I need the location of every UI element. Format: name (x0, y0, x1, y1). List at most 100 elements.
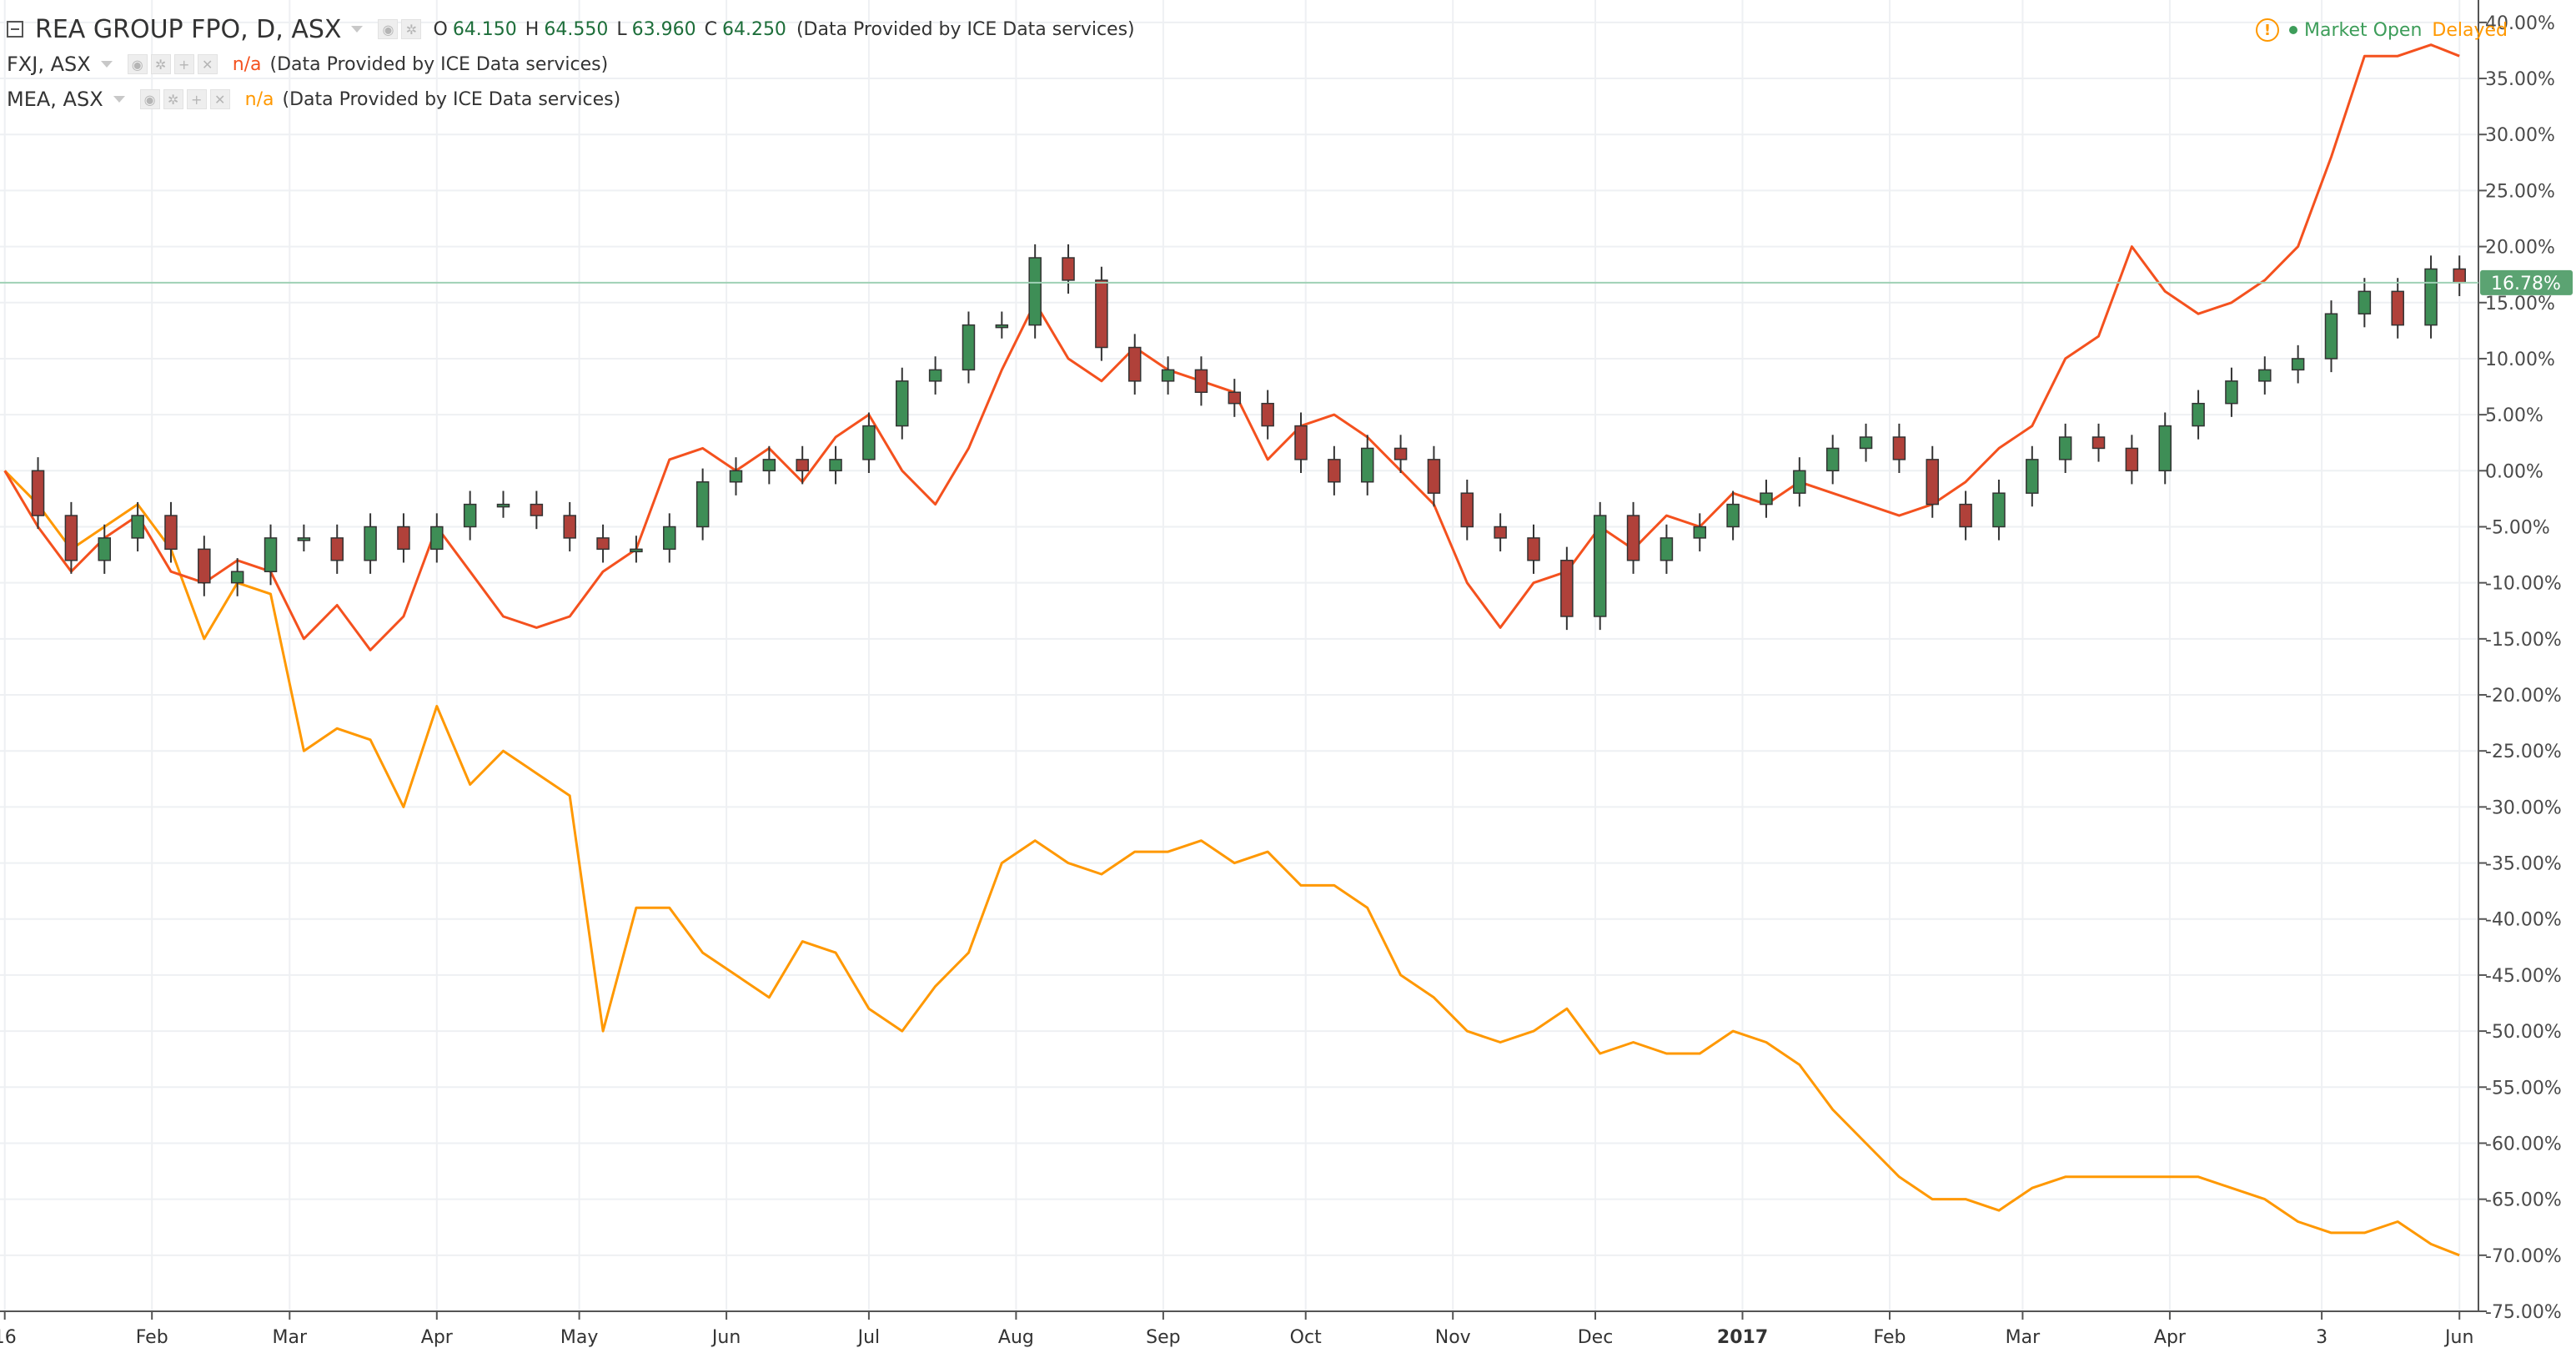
y-tick-label: -50.00% (2485, 1022, 2562, 1043)
settings-icon[interactable]: ✲ (150, 54, 171, 74)
candle-body (297, 537, 311, 541)
last-value-marker: 16.78% (0, 269, 2573, 295)
eye-icon[interactable]: ◉ (378, 19, 399, 39)
candle-body (2192, 402, 2205, 427)
candle-body (2225, 380, 2238, 405)
compare-symbol-title[interactable]: MEA, ASX (7, 88, 103, 111)
y-tick-label: -20.00% (2485, 686, 2562, 707)
candle-body (663, 526, 676, 551)
y-tick-label: 30.00% (2485, 125, 2555, 146)
candle-body (463, 503, 477, 528)
x-tick-label: Aug (998, 1327, 1034, 1348)
ohlc-open-key: O (433, 18, 448, 40)
candle-body (1127, 346, 1142, 382)
candle-body (364, 526, 377, 561)
y-tick-label: 0.00% (2485, 461, 2543, 482)
candle-body (198, 548, 211, 584)
candle-body (796, 459, 809, 472)
y-tick-label: -65.00% (2485, 1190, 2562, 1211)
candle-body (962, 324, 976, 371)
candle-body (330, 537, 344, 561)
y-axis-labels: 40.00% 35.00% 30.00% 25.00% 20.00% 15.00% 10.0… (2485, 13, 2562, 1323)
candle-body (1028, 257, 1042, 326)
grid-lines (0, 0, 2478, 1312)
close-icon[interactable]: ✕ (209, 89, 230, 109)
candle-body (2324, 313, 2338, 360)
candle-body (430, 526, 444, 551)
x-tick-label: Feb (136, 1327, 168, 1348)
axes (0, 0, 2487, 1320)
compare-dropdown-icon[interactable] (113, 96, 125, 103)
compare-symbol-title[interactable]: FXJ, ASX (7, 53, 91, 76)
last-value-badge (2480, 269, 2573, 295)
plus-icon[interactable]: + (173, 54, 194, 74)
candle-body (762, 459, 776, 472)
candle-body (1328, 459, 1341, 483)
candle-body (98, 537, 112, 561)
candle-body (2091, 436, 2106, 450)
candle-body (1793, 470, 1806, 494)
compare-dropdown-icon[interactable] (100, 61, 113, 68)
y-tick-label: -5.00% (2485, 517, 2550, 538)
candle-body (995, 324, 1009, 329)
candle-body (2258, 369, 2272, 382)
x-tick-label: Sep (1146, 1327, 1180, 1348)
x-axis-labels: 16 Feb Mar Apr May Jun Jul Aug Sep Oct Nov Dec 2017 F… (0, 1327, 2473, 1348)
x-tick-label: Jun (711, 1327, 741, 1348)
y-tick-label: -75.00% (2485, 1302, 2562, 1323)
delayed-label[interactable]: Delayed (2432, 19, 2508, 41)
y-tick-label: 35.00% (2485, 69, 2555, 90)
y-tick-label: -70.00% (2485, 1246, 2562, 1267)
settings-icon[interactable]: ✲ (163, 89, 183, 109)
candle-body (1926, 459, 1939, 506)
candle-body (829, 459, 842, 472)
close-icon[interactable]: ✕ (197, 54, 218, 74)
candle-body (2453, 268, 2466, 284)
x-tick-label: Jul (856, 1327, 881, 1348)
candle-body (2058, 436, 2072, 460)
candle-body (1892, 436, 1906, 460)
last-value-label: 16.78% (2491, 274, 2561, 294)
y-tick-label: 20.00% (2485, 238, 2555, 259)
y-tick-label: -30.00% (2485, 797, 2562, 818)
settings-icon[interactable]: ✲ (401, 19, 422, 39)
eye-icon[interactable]: ◉ (127, 54, 148, 74)
candle-body (2125, 447, 2139, 472)
candle-body (1294, 425, 1308, 460)
symbol-title[interactable]: REA GROUP FPO, D, ASX (35, 14, 342, 44)
candle-body (1959, 503, 1972, 528)
market-open-label: Market Open (2304, 19, 2423, 41)
x-tick-label: Jun (2443, 1327, 2473, 1348)
ohlc-high-value: 64.550 (544, 18, 609, 40)
ohlc-close-key: C (704, 18, 717, 40)
data-provider-label: (Data Provided by ICE Data services) (796, 18, 1135, 40)
candle-body (1693, 526, 1707, 539)
ohlc-low-key: L (616, 18, 627, 40)
plus-icon[interactable]: + (186, 89, 207, 109)
x-tick-label: Oct (1290, 1327, 1322, 1348)
candle-body (1825, 447, 1840, 472)
exclamation-circle-icon[interactable]: ! (2256, 18, 2280, 42)
collapse-icon[interactable] (7, 21, 23, 38)
x-tick-label: 3 (2316, 1327, 2327, 1348)
ohlc-high-key: H (525, 18, 540, 40)
y-tick-label: 15.00% (2485, 294, 2555, 314)
candle-body (630, 548, 643, 553)
x-tick-label: May (560, 1327, 598, 1348)
candle-body (1859, 436, 1873, 450)
candle-body (1660, 537, 1674, 561)
candle-body (1228, 391, 1242, 405)
candle-body (2158, 425, 2172, 472)
candle-body (729, 470, 743, 483)
candle-body (2026, 459, 2039, 494)
eye-icon[interactable]: ◉ (139, 89, 160, 109)
candle-body (1427, 459, 1441, 494)
market-status: ! Market Open Delayed (2256, 18, 2508, 42)
candle-body (2424, 268, 2438, 326)
candle-body (896, 380, 909, 427)
symbol-dropdown-icon[interactable] (351, 26, 364, 33)
mea-series (3, 470, 2460, 1257)
candle-body (530, 503, 544, 516)
legend-main-row: REA GROUP FPO, D, ASX ◉ ✲ O 64.150 H 64.… (7, 12, 1135, 47)
